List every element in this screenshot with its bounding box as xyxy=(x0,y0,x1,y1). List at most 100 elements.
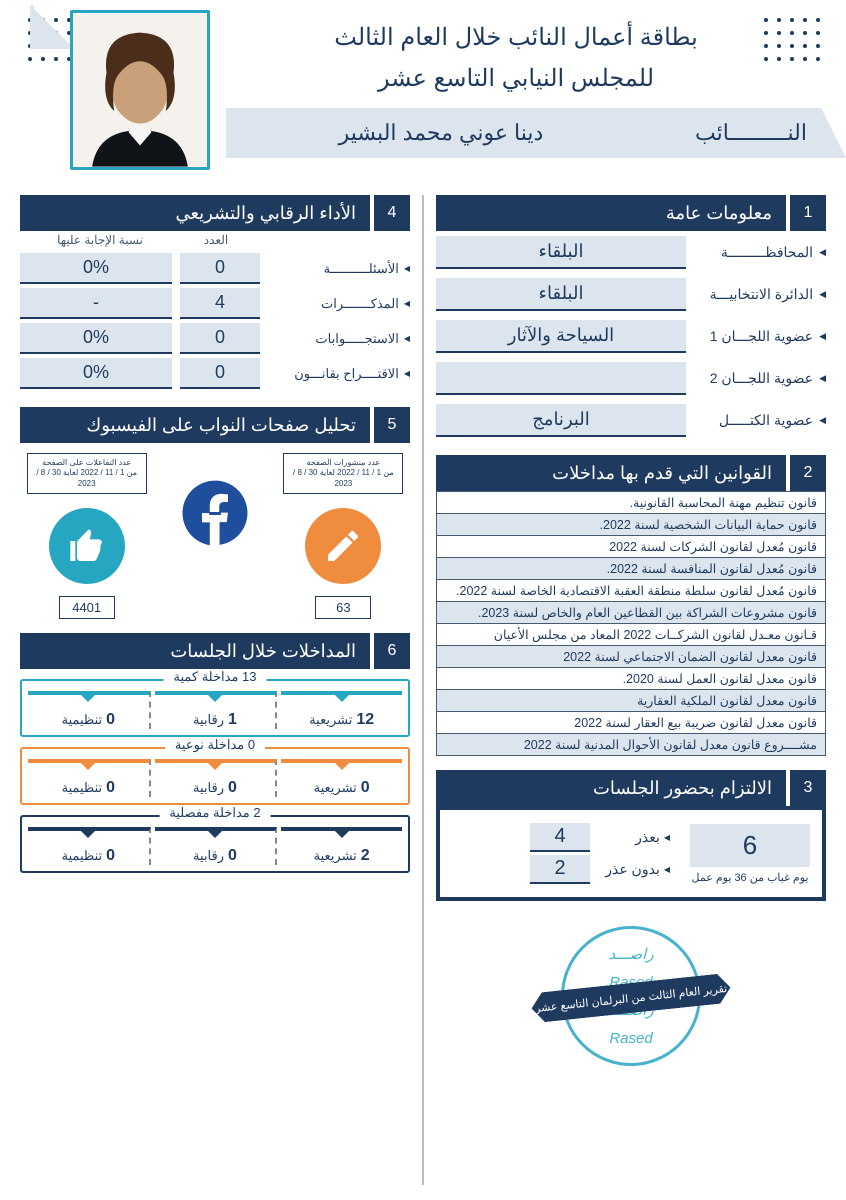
info-value: البلقاء xyxy=(436,278,686,311)
section-number: 1 xyxy=(790,195,826,231)
fb-interactions-count: 4401 xyxy=(59,596,115,619)
intervention-count: 12 xyxy=(356,711,374,728)
intervention-cell: 0تشريعية xyxy=(281,759,402,797)
section-laws: 2 القوانين التي قدم بها مداخلات قانون تن… xyxy=(436,455,826,756)
unexcused-value: 2 xyxy=(530,855,590,884)
section-number: 2 xyxy=(790,455,826,491)
section-number: 3 xyxy=(790,770,826,806)
info-label: عضوية الكتـــــل xyxy=(686,412,826,429)
performance-row: المذكـــــــرات 4 - xyxy=(20,288,410,319)
section-title: معلومات عامة xyxy=(436,195,786,231)
title-line-1: بطاقة أعمال النائب خلال العام الثالث xyxy=(266,18,766,59)
intervention-count: 0 xyxy=(106,779,115,796)
thumbs-up-icon xyxy=(49,508,125,584)
fb-range: من 1 / 11 / 2022 لغاية 30 / 8 / 2023 xyxy=(34,468,140,489)
section-performance: 4 الأداء الرقابي والتشريعي العدد نسبة ال… xyxy=(20,195,410,393)
info-label: عضوية اللجـــان 2 xyxy=(686,370,826,387)
intervention-count: 2 xyxy=(361,847,370,864)
perf-count: 4 xyxy=(180,288,260,319)
section-title: المداخلات خلال الجلسات xyxy=(20,633,370,669)
facebook-icon xyxy=(160,453,270,573)
law-row: قانون حماية البيانات الشخصية لسنة 2022. xyxy=(437,514,825,536)
absence-breakdown: بعذر 4 بدون عذر 2 xyxy=(452,820,670,887)
law-row: قانون تنظيم مهنة المحاسبة القانونية. xyxy=(437,492,825,514)
law-row: قانون مُعدل لقانون الشركات لسنة 2022 xyxy=(437,536,825,558)
section-title: تحليل صفحات النواب على الفيسبوك xyxy=(20,407,370,443)
deputy-name: دينا عوني محمد البشير xyxy=(226,120,656,146)
performance-row: الاستجـــــوابات 0 0% xyxy=(20,323,410,354)
perf-count: 0 xyxy=(180,323,260,354)
section-title: الالتزام بحضور الجلسات xyxy=(436,770,786,806)
intervention-cell: 0 رقابية xyxy=(155,827,278,865)
perf-label: الأسئلــــــــــة xyxy=(260,261,410,277)
perf-count: 0 xyxy=(180,358,260,389)
law-row: قـانون معـدل لقانون الشركــات 2022 المعا… xyxy=(437,624,825,646)
stamp-text-en2: Rased xyxy=(609,1030,652,1047)
section-number: 5 xyxy=(374,407,410,443)
intervention-cell: 1 رقابية xyxy=(155,691,278,729)
fb-interactions-caption: عدد التفاعلات على الصفحة من 1 / 11 / 202… xyxy=(27,453,147,494)
content-columns: 1 معلومات عامة المحافظـــــــــة البلقاء… xyxy=(20,195,826,1185)
intervention-count: 1 xyxy=(228,711,237,728)
role-label: النـــــــــائب xyxy=(656,120,846,146)
intervention-type: رقابية xyxy=(193,712,224,727)
section-title: الأداء الرقابي والتشريعي xyxy=(20,195,370,231)
info-label: المحافظـــــــــة xyxy=(686,244,826,261)
excused-label: بعذر xyxy=(600,829,670,846)
intervention-title: 13 مداخلة كمية xyxy=(164,669,267,685)
absence-caption: يوم غياب من 36 يوم عمل xyxy=(690,871,810,884)
header: بطاقة أعمال النائب خلال العام الثالث للم… xyxy=(0,0,846,175)
deputy-name-band: النـــــــــائب دينا عوني محمد البشير xyxy=(226,108,846,158)
info-row: المحافظـــــــــة البلقاء xyxy=(436,231,826,273)
info-row: الدائرة الانتخابيـــة البلقاء xyxy=(436,273,826,315)
perf-pct: - xyxy=(20,288,172,319)
dots-decoration-right xyxy=(762,18,820,63)
info-value: السياحة والآثار xyxy=(436,320,686,353)
intervention-type: رقابية xyxy=(193,780,224,795)
intervention-cell: 0رقابية xyxy=(155,759,278,797)
intervention-count: 0 xyxy=(228,847,237,864)
section-interventions: 6 المداخلات خلال الجلسات 13 مداخلة كمية1… xyxy=(20,633,410,883)
info-row: عضوية اللجـــان 1 السياحة والآثار xyxy=(436,315,826,357)
intervention-type: تشريعية xyxy=(314,780,357,795)
info-rows: المحافظـــــــــة البلقاءالدائرة الانتخا… xyxy=(436,231,826,441)
absence-total-value: 6 xyxy=(690,824,810,867)
perf-label: الاستجـــــوابات xyxy=(260,331,410,347)
intervention-type: رقابية xyxy=(193,848,224,863)
rased-stamp: راصـــد Rased راصـــد Rased تقرير العام … xyxy=(521,921,741,1071)
fb-interactions-label: عدد التفاعلات على الصفحة xyxy=(34,458,140,468)
law-row: قانون معدل لقانون ضريبة بيع العقار لسنة … xyxy=(437,712,825,734)
report-title: بطاقة أعمال النائب خلال العام الثالث للم… xyxy=(266,18,766,100)
intervention-cell: 0تنظيمية xyxy=(28,691,151,729)
excused-value: 4 xyxy=(530,823,590,852)
law-row: قانون معدل لقانون العمل لسنة 2020. xyxy=(437,668,825,690)
law-row: قانون مشروعات الشراكة بين القطاعين العام… xyxy=(437,602,825,624)
intervention-type: تنظيمية xyxy=(62,780,103,795)
law-row: قانون مُعدل لقانون سلطة منطقة العقبة الا… xyxy=(437,580,825,602)
intervention-type: تشريعية xyxy=(309,712,352,727)
angle-decoration xyxy=(30,5,74,49)
fb-range: من 1 / 11 / 2022 لغاية 30 / 8 / 2023 xyxy=(290,468,396,489)
left-column: 4 الأداء الرقابي والتشريعي العدد نسبة ال… xyxy=(20,195,410,1185)
intervention-title: 0 مداخلة نوعية xyxy=(165,737,265,753)
intervention-cell: 0تنظيمية xyxy=(28,827,151,865)
performance-row: الاقتــــراح بقانـــون 0 0% xyxy=(20,358,410,389)
info-label: عضوية اللجـــان 1 xyxy=(686,328,826,345)
intervention-blocks: 13 مداخلة كمية12تشريعية1رقابية0تنظيمية0 … xyxy=(20,679,410,873)
info-row: عضوية اللجـــان 2 xyxy=(436,357,826,399)
intervention-cell: 12 تشريعية xyxy=(281,691,402,729)
law-row: قانون مُعدل لقانون المنافسة لسنة 2022. xyxy=(437,558,825,580)
col-count: العدد xyxy=(176,233,256,247)
fb-posts-caption: عدد منشورات الصفحة من 1 / 11 / 2022 لغاي… xyxy=(283,453,403,494)
perf-pct: 0% xyxy=(20,358,172,389)
intervention-count: 0 xyxy=(106,847,115,864)
col-pct: نسبة الإجابة عليها xyxy=(24,233,176,247)
perf-count: 0 xyxy=(180,253,260,284)
fb-posts-label: عدد منشورات الصفحة xyxy=(290,458,396,468)
fb-posts-stat: عدد منشورات الصفحة من 1 / 11 / 2022 لغاي… xyxy=(283,453,403,619)
perf-pct: 0% xyxy=(20,253,172,284)
facebook-stats: عدد منشورات الصفحة من 1 / 11 / 2022 لغاي… xyxy=(20,453,410,619)
performance-table: العدد نسبة الإجابة عليها الأسئلـــــــــ… xyxy=(20,231,410,389)
fb-interactions-stat: عدد التفاعلات على الصفحة من 1 / 11 / 202… xyxy=(27,453,147,619)
info-label: الدائرة الانتخابيـــة xyxy=(686,286,826,303)
